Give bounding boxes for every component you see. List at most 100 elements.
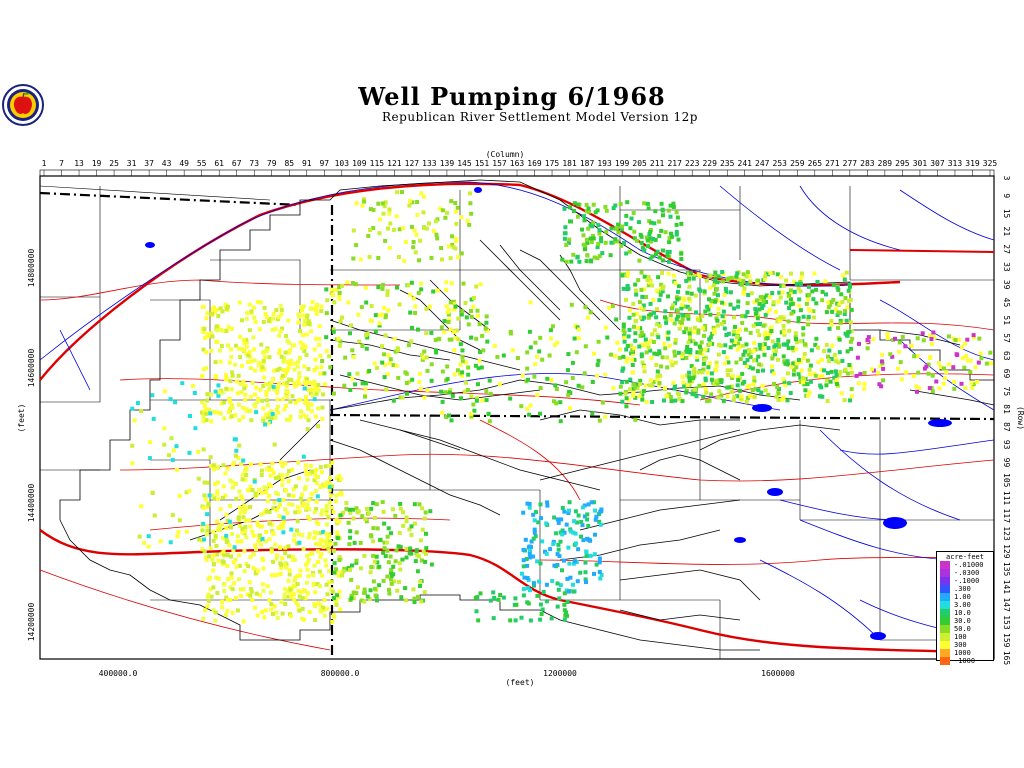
pumping-cell <box>671 380 676 385</box>
pumping-cell <box>235 539 240 544</box>
pumping-cell <box>772 344 777 349</box>
pumping-cell <box>773 309 778 314</box>
column-tick-label: 1 <box>42 159 47 168</box>
pumping-cell <box>270 522 275 527</box>
pumping-cell <box>551 539 556 544</box>
pumping-cell <box>663 315 667 320</box>
column-tick-label: 139 <box>440 159 455 168</box>
pumping-cell <box>807 284 811 289</box>
pumping-cell <box>687 284 692 289</box>
pumping-cell <box>259 490 264 495</box>
pumping-cell <box>235 534 240 539</box>
pumping-cell <box>354 591 359 596</box>
pumping-cell <box>674 295 679 300</box>
pumping-cell <box>175 534 180 539</box>
pumping-cell <box>300 606 305 611</box>
pumping-cell <box>412 596 417 601</box>
pumping-cell <box>258 542 263 547</box>
pumping-cell <box>784 278 789 283</box>
pumping-cell <box>748 354 753 359</box>
pumping-cell <box>281 515 286 520</box>
pumping-cell <box>362 553 367 558</box>
pumping-cell <box>616 222 621 227</box>
pumping-cell <box>519 615 524 620</box>
pumping-cell <box>657 234 662 238</box>
pumping-cell <box>267 494 272 498</box>
pumping-cell <box>959 345 964 350</box>
pumping-cell <box>448 387 453 392</box>
pumping-cell <box>221 536 226 541</box>
pumping-cell <box>319 304 324 309</box>
pumping-cell <box>249 418 254 423</box>
pumping-cell <box>273 415 278 420</box>
pumping-cell <box>288 414 293 419</box>
pumping-cell <box>574 541 578 546</box>
pumping-cell <box>216 558 221 563</box>
pumping-cell <box>256 397 261 401</box>
pumping-cell <box>715 382 720 387</box>
row-tick-label: 15 <box>1002 209 1011 219</box>
pumping-cell <box>409 524 414 529</box>
pumping-cell <box>368 588 373 593</box>
pumping-cell <box>766 333 771 338</box>
pumping-cell <box>893 336 897 341</box>
pumping-cell <box>150 393 155 398</box>
pumping-cell <box>362 590 367 595</box>
pumping-cell <box>417 380 422 384</box>
pumping-cell <box>459 251 464 256</box>
pumping-cell <box>716 352 721 357</box>
pumping-cell <box>848 339 853 344</box>
pumping-cell <box>452 302 457 307</box>
pumping-cell <box>297 540 302 545</box>
pumping-cell <box>337 573 342 578</box>
pumping-cell <box>583 247 587 252</box>
pumping-cell <box>596 223 601 228</box>
pumping-cell <box>338 607 343 612</box>
pumping-cell <box>525 366 530 371</box>
pumping-cell <box>555 552 560 557</box>
pumping-cell <box>212 562 216 567</box>
pumping-cell <box>207 493 212 498</box>
pumping-cell <box>608 253 613 258</box>
pumping-cell <box>701 382 706 387</box>
pumping-cell <box>237 523 242 528</box>
pumping-cell <box>213 610 218 615</box>
pumping-cell <box>365 335 370 340</box>
pumping-cell <box>736 299 741 304</box>
pumping-cell <box>558 400 563 405</box>
column-tick-label: 205 <box>632 159 647 168</box>
pumping-cell <box>690 379 694 384</box>
pumping-cell <box>555 604 560 609</box>
pumping-cell <box>329 579 334 584</box>
pumping-cell <box>485 328 490 333</box>
pumping-cell <box>269 607 274 612</box>
pumping-cell <box>417 554 422 559</box>
pumping-cell <box>495 354 500 359</box>
row-tick-label: 111 <box>1002 491 1011 506</box>
pumping-cell <box>647 232 652 237</box>
pumping-cell <box>349 577 354 582</box>
pumping-cell <box>540 357 545 362</box>
pumping-cell <box>655 288 659 293</box>
pumping-cell <box>597 560 602 565</box>
pumping-cell <box>285 368 290 373</box>
pumping-cell <box>669 318 674 323</box>
pumping-cell <box>362 587 367 592</box>
pumping-cell <box>243 529 248 534</box>
pumping-cell <box>376 285 381 290</box>
pumping-cell <box>720 300 725 305</box>
pumping-cell <box>879 359 884 364</box>
pumping-cell <box>285 473 290 477</box>
legend-swatch <box>940 649 950 657</box>
pumping-cell <box>548 328 553 333</box>
pumping-cell <box>679 320 684 325</box>
pumping-cell <box>631 390 636 395</box>
pumping-cell <box>975 380 979 384</box>
pumping-cell <box>539 612 544 616</box>
pumping-cell <box>543 549 547 554</box>
pumping-cell <box>560 568 564 573</box>
pumping-cell <box>240 506 245 511</box>
pumping-cell <box>243 477 248 482</box>
pumping-cell <box>743 314 748 319</box>
pumping-cell <box>244 506 249 511</box>
